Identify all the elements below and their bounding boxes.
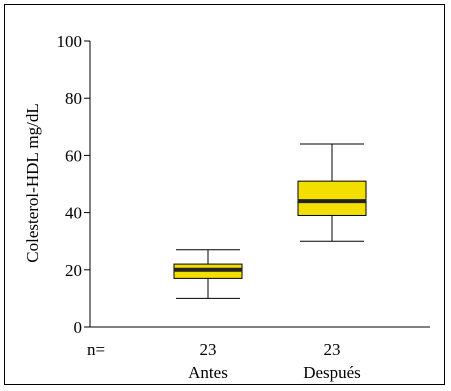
n-label: n= (87, 340, 105, 359)
y-tick-label: 40 (65, 204, 82, 223)
n-value: 23 (200, 340, 217, 359)
y-tick-label: 0 (74, 318, 83, 337)
y-tick-label: 60 (65, 146, 82, 165)
x-axis-labels: 23 Antes 23 Después (188, 340, 361, 382)
category-label: Antes (188, 363, 228, 382)
y-tick-label: 80 (65, 89, 82, 108)
plot-area (173, 143, 367, 299)
iqr-box (297, 180, 367, 216)
category-label: Después (303, 363, 361, 382)
box-antes (173, 249, 243, 299)
n-value: 23 (324, 340, 341, 359)
box-despu-s (297, 143, 367, 242)
chart-frame (4, 4, 445, 385)
y-axis: 0 20 40 60 80 100 (57, 32, 430, 337)
y-axis-label: Colesterol-HDL mg/dL (23, 103, 42, 262)
y-tick-label: 100 (57, 32, 83, 51)
y-tick-label: 20 (65, 261, 82, 280)
